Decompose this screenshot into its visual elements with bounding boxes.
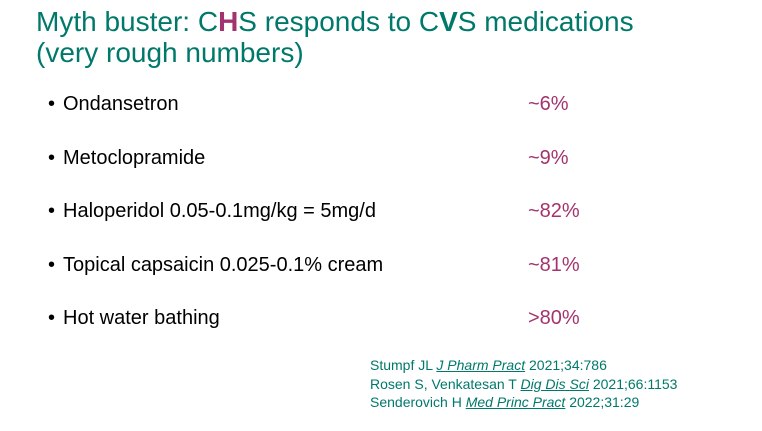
title-h-letter: H	[218, 6, 239, 37]
title-suffix: S medications	[457, 6, 634, 37]
slide-title: Myth buster: CHS responds to CVS medicat…	[36, 6, 756, 68]
references: Stumpf JL J Pharm Pract 2021;34:786 Rose…	[370, 356, 760, 412]
reference-authors: Stumpf JL	[370, 357, 437, 373]
bullet-item-metoclopramide: • Metoclopramide ~9%	[48, 142, 748, 196]
title-line-1: Myth buster: CHS responds to CVS medicat…	[36, 6, 756, 37]
reference-item: Stumpf JL J Pharm Pract 2021;34:786	[370, 356, 760, 375]
reference-item: Senderovich H Med Princ Pract 2022;31:29	[370, 393, 760, 412]
title-v-letter: V	[439, 6, 458, 37]
bullet-marker: •	[48, 307, 56, 329]
reference-citation: 2022;31:29	[565, 394, 640, 410]
bullet-item-ondansetron: • Ondansetron ~6%	[48, 88, 748, 142]
title-mid: S responds to C	[238, 6, 440, 37]
reference-journal-link[interactable]: Med Princ Pract	[465, 394, 566, 410]
reference-journal-link[interactable]: Dig Dis Sci	[520, 375, 589, 392]
bullet-text: Metoclopramide	[63, 146, 206, 169]
bullet-text: Topical capsaicin 0.025-0.1% cream	[63, 253, 384, 276]
bullet-marker: •	[48, 253, 56, 276]
title-line-2: (very rough numbers)	[36, 37, 304, 68]
bullet-value: ~6%	[528, 93, 569, 115]
reference-citation: 2021;34:786	[525, 357, 607, 373]
reference-citation: 2021;66:1153	[588, 375, 678, 392]
bullet-value: ~81%	[528, 253, 580, 276]
reference-item: Rosen S, Venkatesan T Dig Dis Sci 2021;6…	[370, 375, 760, 394]
bullet-value: ~82%	[528, 200, 580, 222]
bullet-item-hot-water: • Hot water bathing >80%	[48, 302, 748, 356]
bullet-marker: •	[48, 200, 56, 222]
reference-journal-link[interactable]: J Pharm Pract	[436, 357, 526, 373]
bullet-value: >80%	[528, 307, 580, 329]
bullet-item-haloperidol: • Haloperidol 0.05-0.1mg/kg = 5mg/d ~82%	[48, 195, 748, 249]
bullet-marker: •	[48, 93, 56, 115]
title-prefix: Myth buster: C	[36, 6, 219, 37]
bullet-item-capsaicin: • Topical capsaicin 0.025-0.1% cream ~81%	[48, 249, 748, 303]
bullet-marker: •	[48, 146, 56, 169]
bullet-list: • Ondansetron ~6% • Metoclopramide ~9% • Ha…	[48, 88, 748, 356]
bullet-text: Ondansetron	[63, 93, 179, 115]
bullet-text: Haloperidol 0.05-0.1mg/kg = 5mg/d	[63, 200, 376, 222]
bullet-value: ~9%	[528, 146, 569, 169]
reference-authors: Senderovich H	[370, 394, 466, 410]
bullet-text: Hot water bathing	[63, 307, 220, 329]
reference-authors: Rosen S, Venkatesan T	[370, 375, 521, 392]
